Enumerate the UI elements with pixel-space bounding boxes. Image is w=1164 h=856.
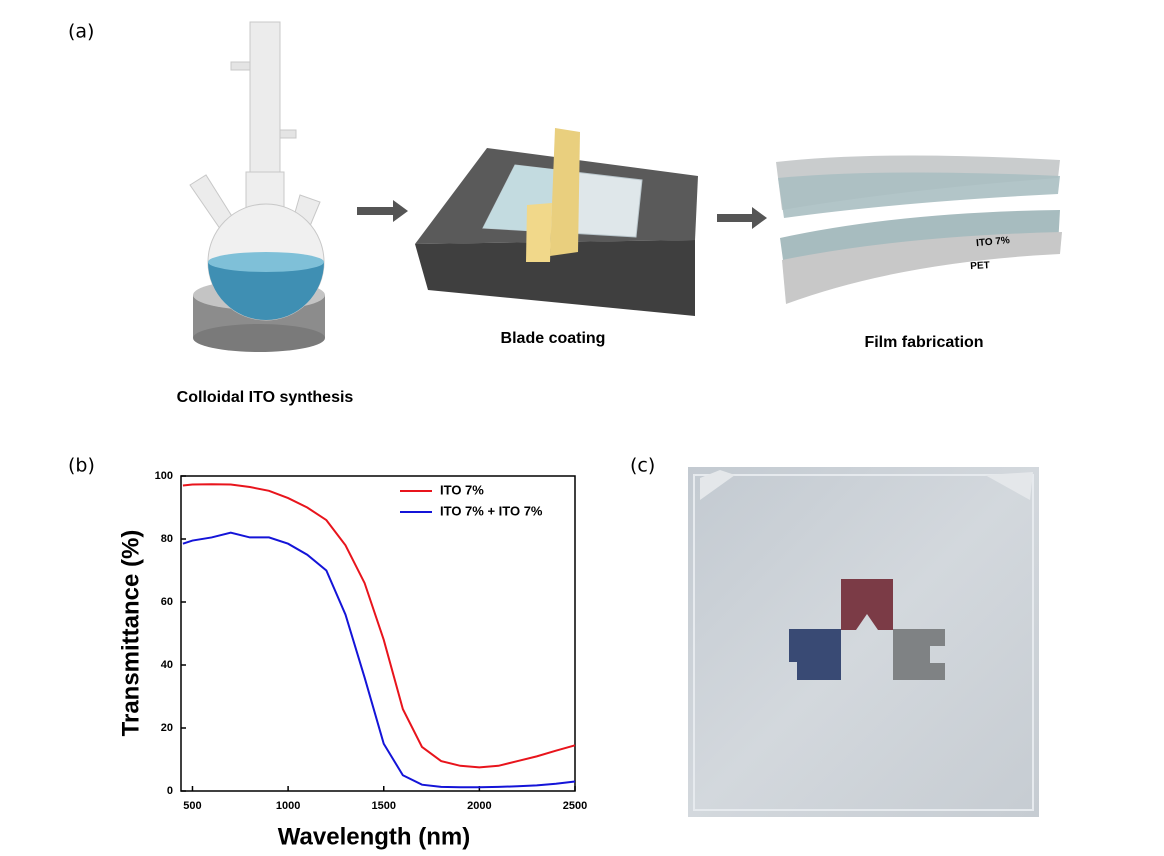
legend-label: ITO 7% + ITO 7% <box>440 503 543 518</box>
arrow <box>357 200 408 222</box>
y-tick-label: 20 <box>161 722 173 734</box>
data-line <box>182 531 576 789</box>
layer-label: ITO 7% <box>976 235 1011 249</box>
legend-label: ITO 7% <box>440 482 484 497</box>
step-label: Blade coating <box>501 330 606 347</box>
y-tick-label: 60 <box>161 596 173 608</box>
y-tick-label: 80 <box>161 533 173 545</box>
y-tick-label: 100 <box>155 470 173 482</box>
y-axis-label: Transmittance (%) <box>117 530 144 737</box>
x-tick-label: 2500 <box>563 800 587 812</box>
plot-frame <box>180 475 576 792</box>
layer-label: PET <box>970 260 990 272</box>
x-tick-label: 2000 <box>467 800 491 812</box>
data-line <box>182 483 576 769</box>
x-tick-label: 1500 <box>371 800 395 812</box>
panel-label: (c) <box>630 455 655 477</box>
x-tick-label: 500 <box>183 800 201 812</box>
y-tick-label: 40 <box>161 659 173 671</box>
photo <box>688 467 1039 817</box>
x-tick-label: 1000 <box>276 800 300 812</box>
y-tick-label: 0 <box>167 785 173 797</box>
film-illustration <box>776 155 1062 304</box>
blade-coater-illustration <box>415 128 698 316</box>
step-label: Colloidal ITO synthesis <box>177 389 354 406</box>
x-axis-label: Wavelength (nm) <box>278 823 470 850</box>
flask-illustration <box>189 21 325 352</box>
step-label: Film fabrication <box>864 334 983 351</box>
panel-label: (a) <box>68 21 94 43</box>
arrow <box>717 207 767 229</box>
panel-label: (b) <box>68 455 95 477</box>
